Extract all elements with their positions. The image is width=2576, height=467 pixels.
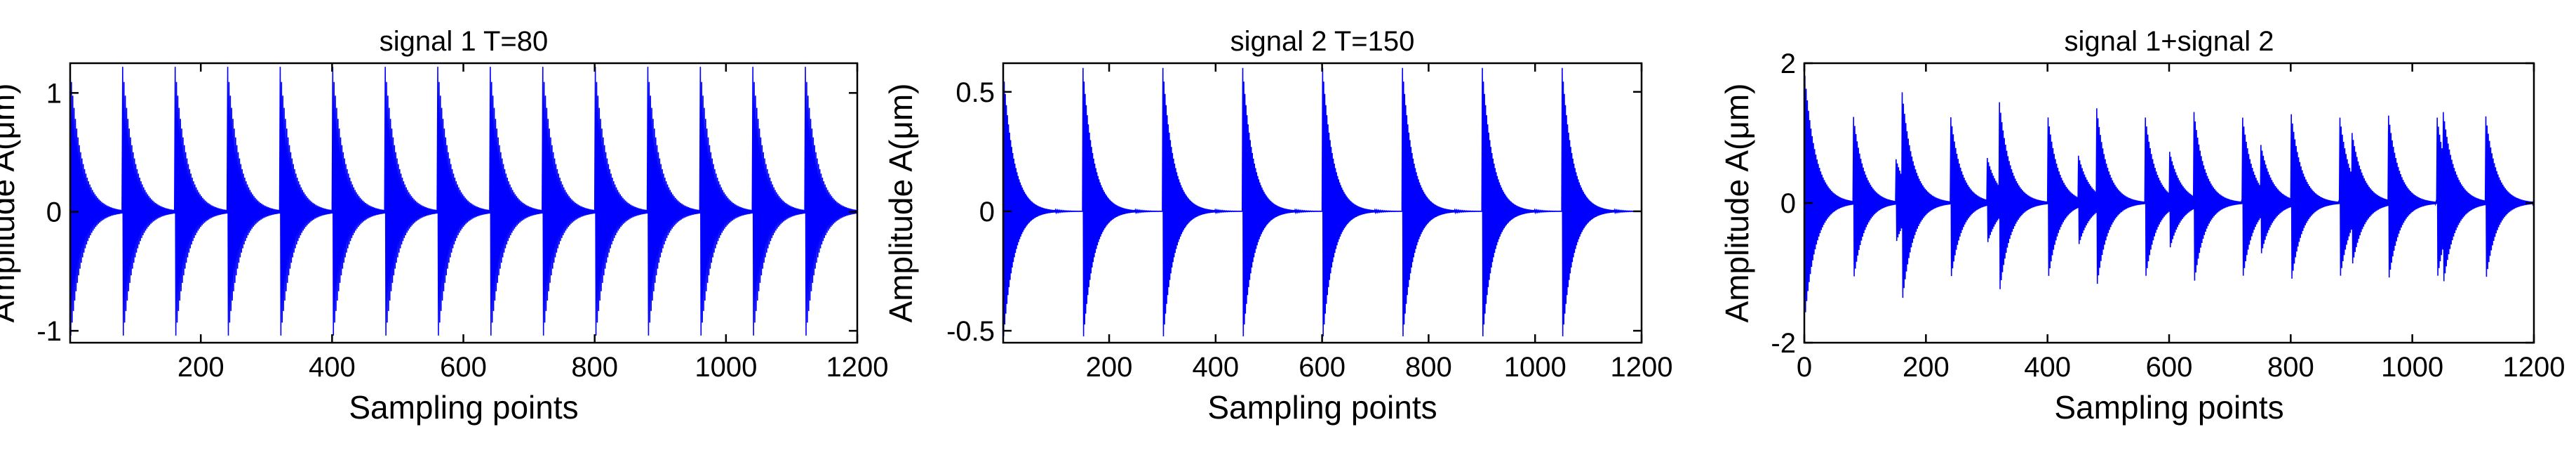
x-tick-label: 600: [1299, 352, 1346, 383]
chart-title: signal 1 T=80: [380, 26, 549, 57]
chart-2: 200 400 600 800 1000 1200 -0.5 0 0.5 signal 2 T=1…: [883, 26, 1672, 426]
y-axis-label: Amplitude A(μm): [883, 84, 919, 323]
signal-line: [70, 67, 857, 336]
x-axis-label: Sampling points: [1207, 389, 1437, 426]
y-tick-label: 1: [46, 78, 62, 109]
y-tick-label: 2: [1780, 48, 1796, 79]
x-tick-label: 1200: [1611, 352, 1673, 383]
chart-1: 200 400 600 800 1000 1200 -1 0 1 signal 1 T=80 Sam…: [0, 26, 888, 426]
x-tick-label: 800: [2267, 352, 2314, 383]
x-tick-label: 1000: [1504, 352, 1567, 383]
x-tick-label: 800: [571, 352, 618, 383]
y-tick-label: -0.5: [946, 316, 995, 347]
y-tick-label: -1: [36, 316, 62, 347]
y-tick-label: 0.5: [955, 77, 995, 108]
x-tick-label: 400: [309, 352, 356, 383]
y-tick-label: 0: [979, 197, 995, 228]
x-tick-label: 200: [1903, 352, 1950, 383]
x-tick-label: 200: [1086, 352, 1133, 383]
x-tick-label: 200: [177, 352, 224, 383]
y-axis-label: Amplitude A(μm): [1719, 84, 1755, 323]
x-tick-label: 800: [1405, 352, 1452, 383]
x-tick-label: 1000: [2381, 352, 2443, 383]
x-tick-label: 0: [1797, 352, 1812, 383]
y-tick-label: -2: [1771, 328, 1796, 359]
x-tick-label: 1200: [2503, 352, 2565, 383]
x-tick-label: 400: [1192, 352, 1239, 383]
x-tick-label: 400: [2024, 352, 2071, 383]
y-axis-label: Amplitude A(μm): [0, 84, 21, 323]
chart-title: signal 2 T=150: [1230, 26, 1415, 57]
signal-line: [1804, 75, 2534, 313]
x-tick-label: 600: [440, 352, 487, 383]
x-axis-label: Sampling points: [349, 389, 578, 426]
x-tick-label: 1000: [695, 352, 757, 383]
y-tick-label: 0: [46, 197, 62, 228]
chart-title: signal 1+signal 2: [2064, 26, 2274, 57]
signal-line: [1003, 67, 1642, 336]
x-axis-label: Sampling points: [2054, 389, 2283, 426]
y-tick-label: 0: [1780, 188, 1796, 219]
x-tick-label: 1200: [826, 352, 889, 383]
x-tick-label: 600: [2146, 352, 2193, 383]
